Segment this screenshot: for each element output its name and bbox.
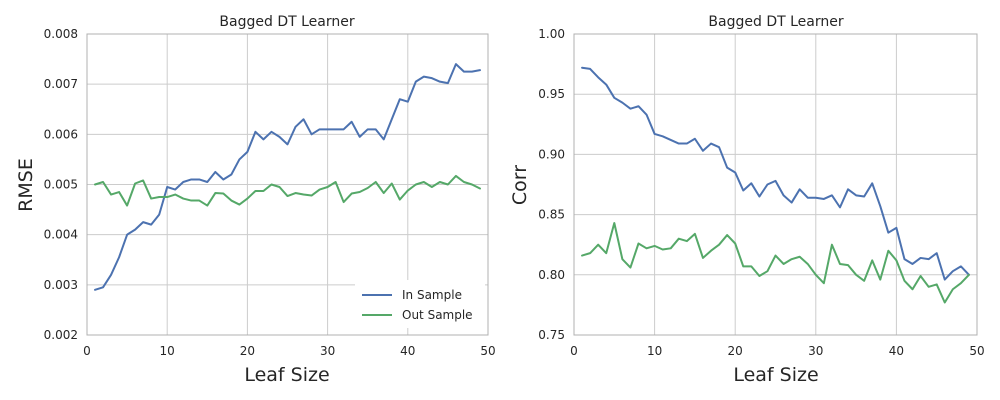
corr-y-tick-label: 0.90: [538, 147, 565, 161]
corr-in-sample-line: [581, 66, 970, 281]
rmse-out-sample-line: [94, 174, 481, 207]
rmse-in-sample-line: [94, 63, 481, 291]
rmse-x-tick-label: 20: [240, 344, 255, 358]
corr-out-sample-line: [581, 222, 970, 304]
legend-out-sample-label: Out Sample: [402, 308, 473, 322]
corr-plot-frame: [573, 33, 978, 336]
corr-plot-area: 0 10 20 30 40 50 0.75 0.80 0.85 0.90 0.95 1.00: [538, 27, 984, 358]
corr-x-tick-label: 40: [889, 344, 904, 358]
corr-chart-ylabel: Corr: [509, 165, 531, 205]
rmse-y-tick-label: 0.003: [44, 278, 78, 292]
corr-chart-xlabel: Leaf Size: [733, 364, 818, 386]
corr-y-tick-label: 0.80: [538, 268, 565, 282]
corr-x-tick-label: 30: [808, 344, 823, 358]
rmse-y-tick-label: 0.002: [44, 328, 78, 342]
corr-x-tick-label: 10: [647, 344, 662, 358]
rmse-y-tick-label: 0.008: [44, 27, 78, 41]
corr-y-tick-label: 0.95: [538, 87, 565, 101]
corr-y-tick-label: 0.85: [538, 208, 565, 222]
rmse-chart-ylabel: RMSE: [15, 158, 37, 212]
rmse-y-tick-label: 0.006: [44, 127, 78, 141]
rmse-x-tick-label: 50: [480, 344, 495, 358]
rmse-y-tick-label: 0.004: [44, 228, 78, 242]
corr-x-tick-label: 20: [728, 344, 743, 358]
corr-x-tick-label: 0: [570, 344, 578, 358]
rmse-y-tick-label: 0.007: [44, 77, 78, 91]
legend: In Sample Out Sample: [355, 280, 485, 328]
rmse-plot-area: 0 10 20 30 40 50 0.002 0.003 0.004 0.005 0.006 0.00…: [44, 27, 496, 358]
legend-in-sample-label: In Sample: [402, 288, 462, 302]
corr-chart-title: Bagged DT Learner: [708, 14, 843, 30]
rmse-chart-xlabel: Leaf Size: [244, 364, 329, 386]
corr-chart: Bagged DT Learner Leaf Size Corr 0 10 20 30…: [509, 14, 985, 386]
corr-x-tick-label: 50: [969, 344, 984, 358]
rmse-plot-frame: [86, 33, 489, 336]
rmse-chart: Bagged DT Learner Leaf Size RMSE 0 10 20 30…: [15, 14, 496, 386]
rmse-chart-title: Bagged DT Learner: [219, 14, 354, 30]
rmse-x-tick-label: 0: [83, 344, 91, 358]
rmse-y-tick-label: 0.005: [44, 178, 78, 192]
rmse-x-tick-label: 40: [400, 344, 415, 358]
corr-plot-background: [574, 34, 977, 335]
corr-y-tick-label: 0.75: [538, 328, 565, 342]
corr-y-tick-label: 1.00: [538, 27, 565, 41]
legend-box: [355, 280, 485, 328]
rmse-x-tick-label: 30: [320, 344, 335, 358]
rmse-x-tick-label: 10: [160, 344, 175, 358]
